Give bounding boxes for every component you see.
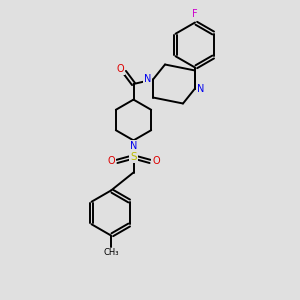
Text: N: N [144,74,151,85]
Text: O: O [116,64,124,74]
Text: N: N [130,141,137,151]
Text: O: O [107,156,115,167]
Text: O: O [152,156,160,167]
Text: CH₃: CH₃ [103,248,119,257]
Text: N: N [197,83,204,94]
Text: S: S [130,152,137,162]
Text: F: F [192,9,198,19]
